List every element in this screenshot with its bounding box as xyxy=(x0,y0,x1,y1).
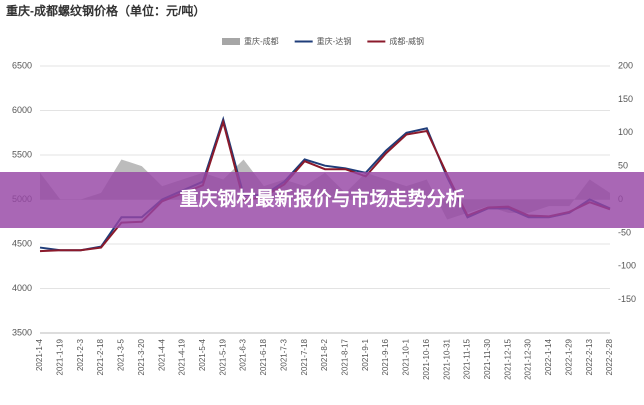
x-tick-label: 2021-11-15 xyxy=(463,338,472,379)
y2-tick-label: -100 xyxy=(618,261,636,271)
y2-tick-label: 100 xyxy=(618,127,633,137)
x-tick-label: 2021-2-3 xyxy=(76,338,85,371)
x-tick-label: 2022-2-13 xyxy=(585,338,594,375)
legend-label: 重庆-达钢 xyxy=(317,36,352,46)
y-tick-label: 4000 xyxy=(12,283,32,293)
x-tick-label: 2021-9-16 xyxy=(381,338,390,375)
y-tick-label: 4500 xyxy=(12,238,32,248)
x-tick-label: 2022-2-28 xyxy=(605,338,614,375)
x-tick-label: 2021-2-18 xyxy=(96,338,105,375)
banner-text: 重庆钢材最新报价与市场走势分析 xyxy=(179,187,464,210)
legend-label: 重庆-成都 xyxy=(244,36,279,46)
legend-label: 成都-威钢 xyxy=(389,36,424,46)
x-tick-label: 2021-11-30 xyxy=(483,338,492,379)
y2-tick-label: -150 xyxy=(618,294,636,304)
y-tick-label: 6500 xyxy=(12,60,32,70)
y2-tick-label: 150 xyxy=(618,94,633,104)
x-tick-label: 2021-10-1 xyxy=(402,338,411,375)
y-tick-label: 6000 xyxy=(12,105,32,115)
x-tick-label: 2021-9-1 xyxy=(361,338,370,371)
x-tick-label: 2021-8-17 xyxy=(340,338,349,375)
x-tick-label: 2021-5-4 xyxy=(198,338,207,371)
x-tick-label: 2021-6-3 xyxy=(239,338,248,371)
x-tick-label: 2021-1-4 xyxy=(35,338,44,371)
x-tick-label: 2021-12-30 xyxy=(524,338,533,379)
x-tick-label: 2021-7-18 xyxy=(300,338,309,375)
x-tick-label: 2021-6-18 xyxy=(259,338,268,375)
chart-title: 重庆-成都螺纹钢价格（单位：元/吨） xyxy=(6,3,205,18)
y2-tick-label: 200 xyxy=(618,60,633,70)
x-tick-label: 2021-3-5 xyxy=(117,338,126,371)
x-tick-label: 2022-1-14 xyxy=(544,338,553,375)
y-tick-label: 5500 xyxy=(12,149,32,159)
x-tick-label: 2021-5-19 xyxy=(218,338,227,375)
x-tick-label: 2021-10-16 xyxy=(422,338,431,379)
x-tick-label: 2021-4-4 xyxy=(157,338,166,371)
x-tick-label: 2021-8-2 xyxy=(320,338,329,371)
x-tick-label: 2021-10-31 xyxy=(442,338,451,379)
y-tick-label: 3500 xyxy=(12,327,32,337)
y2-tick-label: -50 xyxy=(618,227,631,237)
x-tick-label: 2021-3-20 xyxy=(137,338,146,375)
x-tick-label: 2021-4-19 xyxy=(178,338,187,375)
x-tick-label: 2022-1-29 xyxy=(564,338,573,375)
legend-swatch xyxy=(222,38,240,45)
x-tick-label: 2021-12-15 xyxy=(503,338,512,379)
x-tick-label: 2021-7-3 xyxy=(279,338,288,371)
x-tick-label: 2021-1-19 xyxy=(55,338,64,375)
banner-bg xyxy=(0,172,644,228)
y2-tick-label: 50 xyxy=(618,161,628,171)
